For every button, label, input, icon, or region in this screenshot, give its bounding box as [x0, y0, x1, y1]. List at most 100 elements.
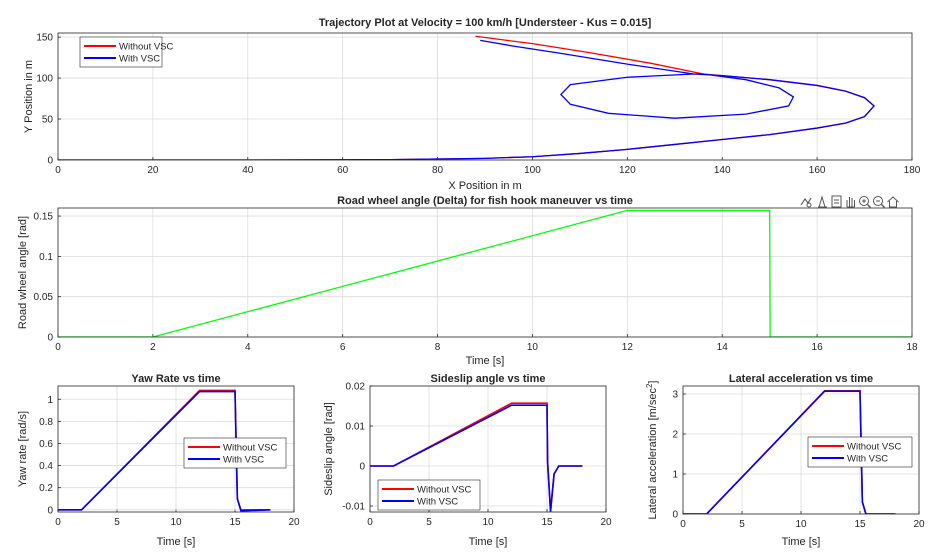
x-tick-label: 180: [904, 165, 921, 176]
x-tick-label: 18: [906, 342, 918, 353]
y-tick-label: 0.05: [34, 292, 54, 303]
x-axis-label: Time [s]: [782, 536, 821, 548]
y-tick-label: 50: [42, 115, 54, 126]
axes-frame: [57, 32, 913, 161]
x-tick-label: 20: [913, 519, 925, 530]
y-tick-label: 150: [36, 33, 53, 44]
chart-5: 0 5 10 15 20 0 1 2 3 Lateral acceleration vs time…: [645, 373, 925, 548]
x-tick-label: 20: [600, 517, 612, 528]
axes-frame: [57, 385, 295, 513]
legend-label: Without VSC: [223, 443, 278, 454]
legend-label: With VSC: [223, 455, 264, 466]
x-tick-label: 10: [795, 519, 807, 530]
x-tick-label: 0: [55, 342, 61, 353]
home-icon[interactable]: [887, 196, 899, 208]
y-axis-label: Y Position in m: [23, 60, 35, 133]
chart-title: Sideslip angle vs time: [431, 373, 546, 385]
y-tick-label: 1: [672, 470, 678, 481]
x-tick-label: 2: [150, 342, 156, 353]
y-tick-label: 0.1: [39, 252, 53, 263]
axes-toolbar: [800, 195, 899, 208]
x-tick-label: 12: [622, 342, 634, 353]
x-tick-label: 15: [854, 519, 866, 530]
chart-title: Road wheel angle (Delta) for fish hook m…: [337, 195, 633, 207]
y-tick-label: -0.01: [342, 502, 365, 513]
plot-area: [58, 33, 912, 160]
y-tick-label: 0: [47, 156, 53, 167]
x-tick-label: 80: [432, 165, 444, 176]
y-tick-label: 3: [672, 390, 678, 401]
x-tick-label: 0: [55, 165, 61, 176]
x-tick-label: 120: [619, 165, 636, 176]
y-axis-label: Road wheel angle [rad]: [17, 216, 29, 329]
x-axis-label: X Position in m: [448, 180, 521, 192]
x-tick-label: 6: [340, 342, 346, 353]
x-tick-label: 5: [739, 519, 745, 530]
x-axis-label: Time [s]: [466, 355, 505, 367]
y-tick-label: 2: [672, 430, 678, 441]
series-line-with-vsc: [58, 390, 271, 512]
zoom-out-icon[interactable]: [873, 196, 885, 208]
y-tick-label: 0: [47, 333, 53, 344]
y-tick-label: 0: [47, 505, 53, 516]
legend-label: Without VSC: [417, 485, 472, 496]
chart-title: Lateral acceleration vs time: [729, 373, 873, 385]
y-tick-label: 0.15: [34, 212, 54, 223]
y-tick-label: 100: [36, 74, 53, 85]
legend-label: Without VSC: [847, 442, 902, 453]
export-icon[interactable]: [800, 197, 812, 208]
x-tick-label: 15: [541, 517, 553, 528]
x-axis-label: Time [s]: [469, 536, 508, 548]
x-tick-label: 140: [714, 165, 731, 176]
x-tick-label: 8: [435, 342, 441, 353]
x-tick-label: 0: [55, 517, 61, 528]
x-tick-label: 15: [229, 517, 241, 528]
chart-title: Yaw Rate vs time: [131, 373, 220, 385]
zoom-in-icon[interactable]: [859, 196, 871, 208]
legend-box: [377, 479, 481, 511]
x-tick-label: 4: [245, 342, 251, 353]
x-tick-label: 5: [114, 517, 120, 528]
y-tick-label: 0.6: [39, 439, 53, 450]
x-tick-label: 0: [367, 517, 373, 528]
legend-label: With VSC: [847, 454, 888, 465]
x-tick-label: 16: [812, 342, 824, 353]
x-axis-label: Time [s]: [157, 536, 196, 548]
y-tick-label: 1: [47, 395, 53, 406]
datatip-icon[interactable]: [831, 195, 842, 208]
legend-label: Without VSC: [119, 42, 174, 53]
y-tick-label: 0: [672, 510, 678, 521]
axes-frame: [57, 207, 913, 338]
chart-3: 0 5 10 15 20 0 0.2 0.4 0.6 0.8 1 Yaw Rate vs time Ti…: [17, 373, 300, 548]
legend-label: With VSC: [417, 497, 458, 508]
x-tick-label: 0: [680, 519, 686, 530]
x-tick-label: 20: [147, 165, 159, 176]
brush-icon[interactable]: [818, 195, 827, 208]
pan-icon[interactable]: [846, 197, 855, 208]
y-tick-label: 0.02: [346, 382, 366, 393]
axes-frame: [682, 385, 920, 515]
axes-frame: [369, 385, 607, 513]
x-tick-label: 10: [482, 517, 494, 528]
chart-title: Trajectory Plot at Velocity = 100 km/h […: [319, 17, 652, 29]
y-tick-label: 0: [359, 462, 365, 473]
x-tick-label: 100: [524, 165, 541, 176]
chart-2: 0 2 4 6 8 10 12 14 16 18 0 0.05 0.1 0.15 Road wheel an…: [17, 195, 918, 367]
y-axis-label: Sideslip angle [rad]: [323, 402, 335, 496]
x-tick-label: 10: [527, 342, 539, 353]
legend-label: With VSC: [119, 54, 160, 65]
y-tick-label: 0.4: [39, 461, 53, 472]
series-line-delta: [58, 209, 912, 337]
y-tick-label: 0.8: [39, 417, 53, 428]
y-axis-label: Yaw rate [rad/s]: [17, 411, 29, 487]
chart-1: 0 20 40 60 80 100 120 140 160 180 0 50 100 150 Traject…: [23, 17, 921, 192]
y-tick-label: 0.2: [39, 483, 53, 494]
series-line-with-vsc: [370, 404, 583, 512]
x-tick-label: 60: [337, 165, 349, 176]
